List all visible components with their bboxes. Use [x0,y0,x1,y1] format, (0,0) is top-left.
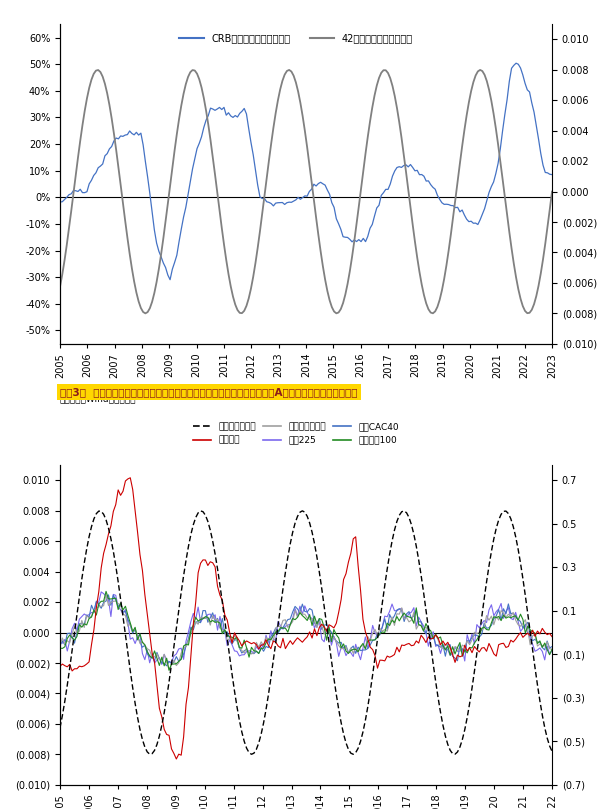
Text: 图表3：  全球主要股票指数近一年同比回落，权益市场处于下行区间之中，A股表现和全球市场逐渐同步: 图表3： 全球主要股票指数近一年同比回落，权益市场处于下行区间之中，A股表现和全… [60,387,358,397]
Legend: 基钦周期（左）, 上证指数, 道琼斯工业指数, 日经225, 法国CAC40, 英国富时100: 基钦周期（左）, 上证指数, 道琼斯工业指数, 日经225, 法国CAC40, … [190,418,403,448]
Text: 资料来源：Wind，华泰研究: 资料来源：Wind，华泰研究 [60,394,137,404]
Legend: CRB指数对数同比（左轴）, 42个月高斯滤波（右轴）: CRB指数对数同比（左轴）, 42个月高斯滤波（右轴） [175,29,417,47]
